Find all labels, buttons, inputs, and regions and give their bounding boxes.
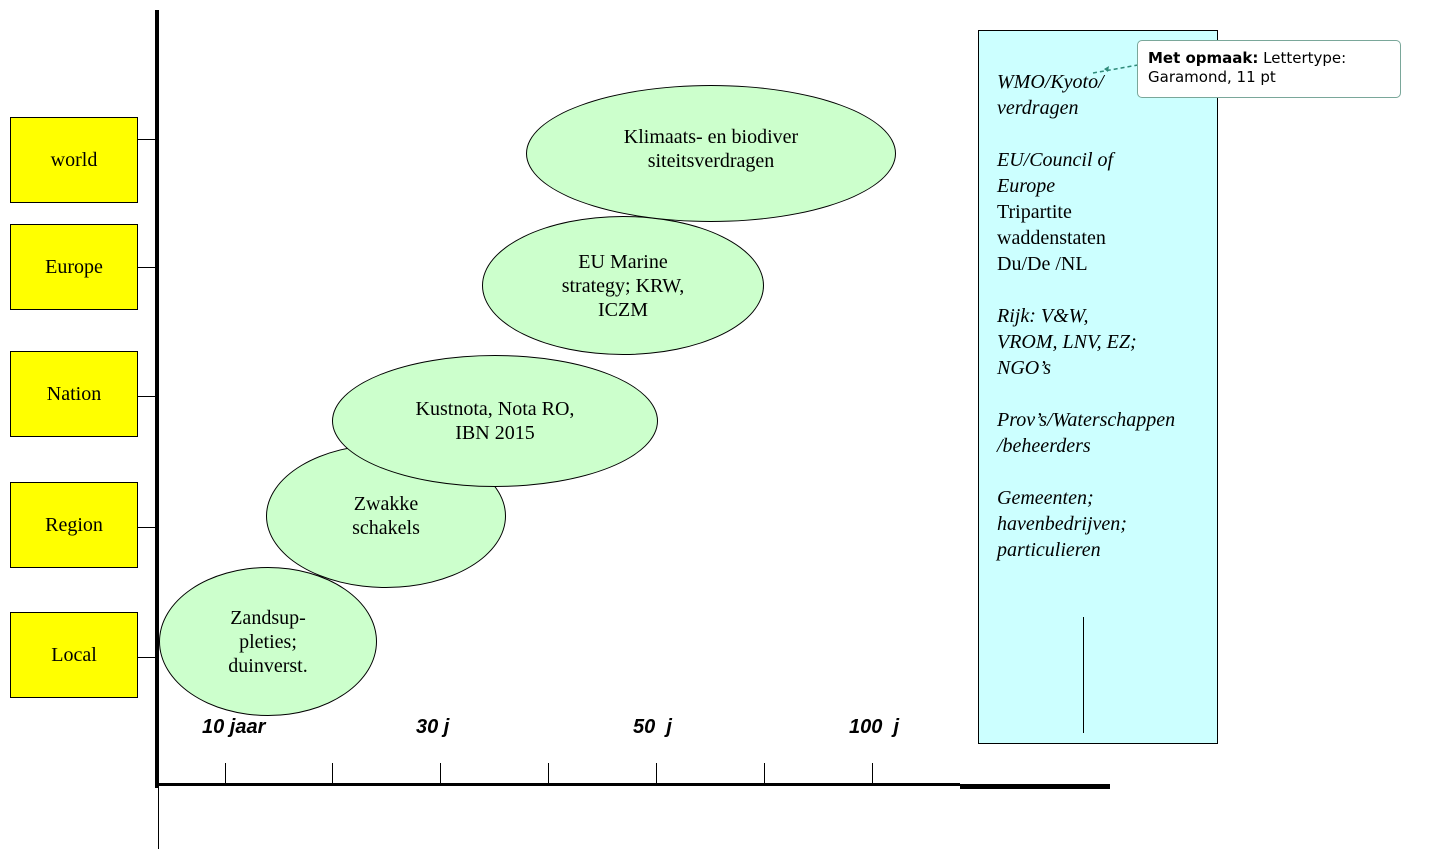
comment-text2: Garamond, 11 pt (1148, 68, 1276, 86)
comment-label: Met opmaak: (1148, 49, 1259, 67)
ellipse-kustnota: Kustnota, Nota RO, IBN 2015 (332, 355, 658, 487)
text-cursor (1083, 617, 1084, 733)
level-europe: Europe (10, 224, 138, 310)
actor-rijk-line1: Rijk: V&W, (997, 305, 1089, 327)
comment-text1: Lettertype: (1263, 49, 1347, 67)
actor-wmo-line1: WMO/Kyoto/ (997, 71, 1104, 93)
level-connector (138, 396, 157, 397)
actor-rijk-line3: NGO’s (997, 357, 1052, 379)
x-tick (440, 763, 441, 783)
actor-prov-line2: /beheerders (997, 435, 1091, 457)
x-tick (548, 763, 549, 783)
actor-wmo-line2: verdragen (997, 97, 1079, 119)
level-connector (138, 139, 157, 140)
actor-rijk-line2: VROM, LNV, EZ; (997, 331, 1137, 353)
actor-tripartite-line2: waddenstaten (997, 227, 1106, 249)
level-connector (138, 527, 157, 528)
actor-gemeenten-line3: particulieren (997, 539, 1101, 561)
actors-box: WMO/Kyoto/ verdragen EU/Council of Europ… (978, 30, 1218, 744)
level-local: Local (10, 612, 138, 698)
x-tick (332, 763, 333, 783)
horizontal-axis (157, 783, 960, 786)
x-label-50: 50 j (633, 716, 672, 738)
x-tick (872, 763, 873, 783)
comment-line1: Met opmaak: Lettertype: (1148, 49, 1390, 68)
actor-prov-line1: Prov’s/Waterschappen (997, 409, 1176, 431)
x-label-30: 30 j (416, 716, 450, 738)
horizontal-axis-extension (960, 784, 1110, 789)
actor-tripartite-line3: Du/De /NL (997, 253, 1088, 275)
ellipse-klimaats: Klimaats- en biodiver siteitsverdragen (526, 85, 896, 222)
vertical-axis (155, 10, 159, 788)
level-connector (138, 657, 157, 658)
level-nation: Nation (10, 351, 138, 437)
actor-gemeenten-line1: Gemeenten; (997, 487, 1094, 509)
vertical-axis-tail (158, 788, 159, 849)
format-comment-balloon[interactable]: Met opmaak: Lettertype: Garamond, 11 pt (1137, 40, 1401, 98)
level-world: world (10, 117, 138, 203)
actor-eu-line2: Europe (997, 175, 1056, 197)
ellipse-eu-marine: EU Marine strategy; KRW, ICZM (482, 216, 764, 355)
ellipse-zandsuppleties: Zandsup- pleties; duinverst. (159, 567, 377, 716)
x-tick (225, 763, 226, 783)
level-region: Region (10, 482, 138, 568)
x-tick (656, 763, 657, 783)
actor-gemeenten-line2: havenbedrijven; (997, 513, 1127, 535)
x-label-10-jaar: 10 jaar (202, 716, 266, 738)
actor-tripartite-line1: Tripartite (997, 201, 1072, 223)
x-label-100: 100 j (849, 716, 900, 738)
actor-eu-line1: EU/Council of (997, 149, 1114, 171)
level-connector (138, 267, 157, 268)
x-tick (764, 763, 765, 783)
